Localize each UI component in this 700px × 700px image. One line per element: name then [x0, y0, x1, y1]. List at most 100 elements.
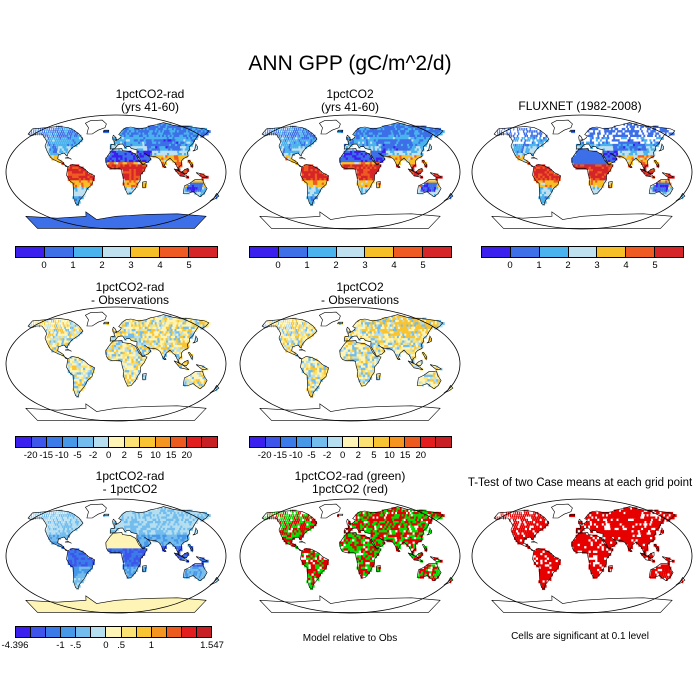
map-cell	[526, 127, 528, 131]
map-cell	[397, 125, 402, 129]
map-cell	[160, 125, 164, 129]
map-cell	[133, 134, 137, 138]
map-cell	[529, 141, 532, 145]
map-cell	[173, 146, 178, 150]
map-cell	[605, 127, 609, 131]
map-cell	[531, 148, 535, 152]
map-cell	[72, 187, 77, 191]
map-cell	[71, 322, 74, 326]
map-cell	[109, 162, 113, 165]
map-cell	[137, 155, 141, 159]
map-cell	[72, 164, 75, 168]
map-cell	[128, 191, 132, 195]
map-cell	[185, 134, 189, 138]
map-cell	[376, 134, 380, 138]
map-cell	[403, 322, 408, 326]
map-cell	[624, 155, 628, 159]
map-cell	[594, 189, 598, 193]
map-cell	[416, 137, 420, 140]
map-cell	[173, 322, 177, 326]
map-cell	[167, 315, 172, 319]
map-cell	[371, 319, 375, 323]
map-cell	[65, 342, 68, 346]
map-cell	[599, 162, 603, 165]
map-cell	[149, 148, 153, 152]
map-cell	[179, 326, 183, 330]
map-cell	[553, 180, 557, 184]
map-cell	[75, 379, 79, 383]
map-cell	[130, 338, 134, 342]
map-cell	[124, 374, 128, 378]
map-cell	[169, 146, 173, 150]
map-cell	[60, 127, 62, 131]
map-cell	[139, 159, 143, 163]
map-cell	[111, 351, 115, 355]
map-cell	[116, 141, 119, 145]
map-cell	[650, 137, 654, 140]
map-cell	[600, 141, 603, 145]
map-cell	[528, 146, 531, 150]
map-cell	[312, 180, 316, 184]
map-cell	[80, 173, 84, 177]
map-cell	[71, 141, 74, 145]
map-cell	[380, 157, 384, 161]
coastline-northAmerica	[261, 126, 318, 168]
map-cell	[69, 367, 73, 371]
map-cell	[609, 139, 613, 143]
map-cell	[145, 139, 149, 143]
map-cell	[48, 342, 51, 346]
map-cell	[433, 187, 437, 191]
coastline-antarctica	[25, 211, 207, 229]
map-cell	[175, 345, 179, 348]
map-cell	[134, 127, 137, 131]
map-cell	[392, 130, 396, 134]
map-cell	[590, 141, 593, 145]
map-cell	[124, 164, 128, 168]
map-cell	[288, 143, 291, 147]
map-cell	[537, 134, 540, 138]
map-cell	[179, 143, 183, 147]
map-cell	[140, 164, 143, 168]
map-cell	[73, 329, 76, 332]
map-cell	[518, 139, 521, 143]
map-cell	[164, 127, 169, 131]
map-cell	[131, 372, 135, 376]
map-cell	[135, 162, 139, 165]
map-cell	[591, 132, 595, 136]
map-cell	[297, 150, 300, 154]
map-cell	[386, 134, 390, 138]
map-cell	[126, 153, 130, 156]
map-cell	[372, 173, 375, 177]
map-cell	[627, 125, 632, 129]
map-cell	[76, 360, 80, 364]
map-cell	[634, 150, 638, 154]
map-cell	[129, 324, 132, 328]
map-cell	[593, 139, 597, 143]
map-cell	[120, 333, 123, 337]
map-cell	[633, 155, 637, 159]
map-cell	[536, 139, 539, 143]
map-cell	[400, 143, 405, 147]
map-cell	[516, 146, 518, 150]
map-cell	[139, 153, 143, 156]
map-cell	[68, 134, 70, 138]
map-cell	[141, 322, 145, 326]
map-cell	[87, 184, 91, 188]
map-cell	[147, 317, 151, 321]
map-cell	[51, 322, 53, 326]
map-cell	[304, 134, 306, 138]
map-cell	[308, 194, 312, 197]
map-cell	[544, 194, 548, 197]
map-cell	[136, 338, 140, 342]
map-cell	[406, 148, 410, 152]
map-cell	[172, 342, 177, 346]
map-cell	[134, 335, 138, 339]
map-cell	[377, 319, 381, 323]
map-cell	[203, 189, 206, 193]
map-cell	[364, 322, 368, 326]
map-cell	[575, 150, 579, 154]
map-cell	[268, 130, 270, 134]
map-cell	[126, 182, 130, 186]
map-cell	[361, 173, 364, 177]
map-cell	[625, 157, 629, 161]
